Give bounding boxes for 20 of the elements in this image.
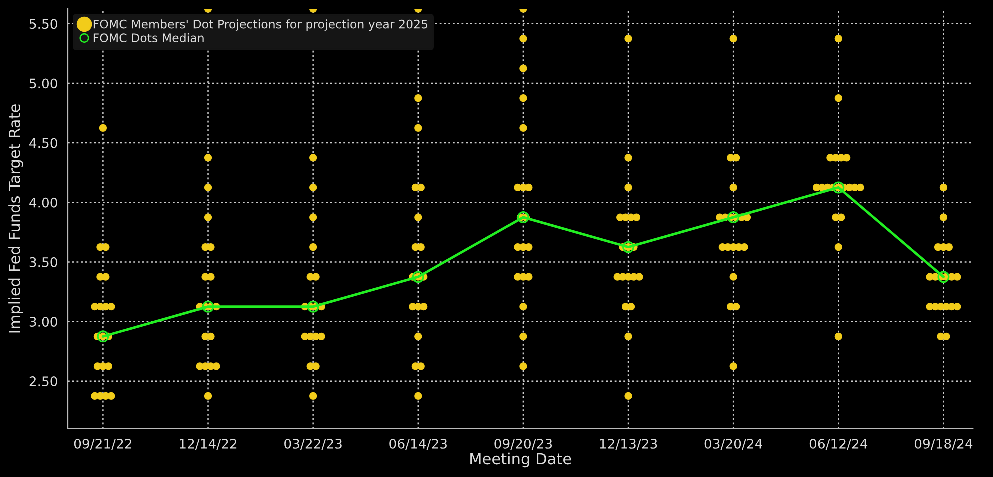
x-tick-label: 12/13/23 <box>600 438 658 450</box>
legend-label: FOMC Members' Dot Projections for projection year 2025 <box>94 20 428 32</box>
y-tick-label: 5.00 <box>30 78 58 89</box>
x-tick-label: 09/21/22 <box>74 438 132 450</box>
y-tick-label: 4.50 <box>30 138 58 148</box>
x-tick-label: 06/14/23 <box>390 438 447 450</box>
legend-label: FOMC Dots Median <box>94 33 204 43</box>
y-tick-label: 4.00 <box>30 198 58 208</box>
x-tick-label: 09/20/23 <box>494 438 552 450</box>
x-axis-title: Meeting Date <box>470 452 572 468</box>
y-axis-title: Implied Fed Funds Target Rate <box>8 104 24 333</box>
x-tick-label: 06/12/24 <box>810 438 868 450</box>
x-tick-label: 03/20/24 <box>704 438 762 450</box>
y-tick-label: 3.00 <box>30 316 58 327</box>
x-tick-label: 09/18/24 <box>914 438 973 450</box>
x-tick-label: 12/14/22 <box>180 438 237 450</box>
y-tick-label: 5.50 <box>30 19 58 30</box>
y-tick-label: 2.50 <box>30 376 58 387</box>
y-tick-label: 3.50 <box>30 257 58 268</box>
x-tick-label: 03/22/23 <box>284 438 342 450</box>
